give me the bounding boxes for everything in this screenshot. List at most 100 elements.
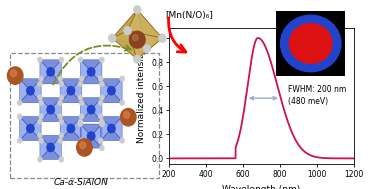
Circle shape <box>98 138 103 143</box>
Polygon shape <box>81 60 91 84</box>
Circle shape <box>67 87 75 95</box>
Polygon shape <box>60 129 82 141</box>
Circle shape <box>79 138 84 143</box>
Polygon shape <box>50 60 61 84</box>
Polygon shape <box>81 110 102 122</box>
Circle shape <box>119 76 125 81</box>
Circle shape <box>37 81 42 87</box>
Circle shape <box>17 138 22 143</box>
Circle shape <box>99 145 104 151</box>
Polygon shape <box>81 98 102 110</box>
Polygon shape <box>40 60 50 84</box>
Polygon shape <box>20 129 41 141</box>
Circle shape <box>37 119 42 125</box>
Circle shape <box>7 67 23 84</box>
Circle shape <box>47 143 55 152</box>
Circle shape <box>58 100 63 106</box>
Circle shape <box>27 87 34 95</box>
Circle shape <box>27 124 34 133</box>
Circle shape <box>289 24 332 63</box>
Circle shape <box>79 114 84 119</box>
Circle shape <box>119 100 125 106</box>
Circle shape <box>47 68 55 76</box>
Circle shape <box>37 157 42 162</box>
Polygon shape <box>112 10 147 49</box>
Circle shape <box>134 5 141 14</box>
Circle shape <box>79 76 84 81</box>
Polygon shape <box>81 72 102 84</box>
Circle shape <box>58 138 63 143</box>
Circle shape <box>280 15 341 72</box>
Polygon shape <box>40 72 61 84</box>
Polygon shape <box>91 98 102 122</box>
Polygon shape <box>112 31 137 59</box>
Circle shape <box>121 108 136 126</box>
Circle shape <box>98 114 103 119</box>
Polygon shape <box>137 10 162 49</box>
Polygon shape <box>60 91 82 103</box>
Circle shape <box>39 114 44 119</box>
Circle shape <box>119 138 125 143</box>
Circle shape <box>98 76 103 81</box>
Circle shape <box>79 100 84 106</box>
Circle shape <box>88 132 95 140</box>
Circle shape <box>119 114 125 119</box>
Polygon shape <box>30 79 41 103</box>
Circle shape <box>58 114 63 119</box>
Circle shape <box>99 81 104 87</box>
Circle shape <box>77 139 92 156</box>
Polygon shape <box>40 135 61 147</box>
Polygon shape <box>20 91 41 103</box>
Circle shape <box>67 124 75 133</box>
Polygon shape <box>71 79 82 103</box>
Circle shape <box>78 121 83 127</box>
Polygon shape <box>60 116 82 129</box>
Polygon shape <box>40 147 61 160</box>
Polygon shape <box>20 79 30 103</box>
Circle shape <box>10 70 17 77</box>
Polygon shape <box>112 10 137 38</box>
Circle shape <box>108 124 115 133</box>
Text: [Mn(N/O)₆]: [Mn(N/O)₆] <box>165 11 213 20</box>
Circle shape <box>59 132 64 138</box>
Circle shape <box>108 34 116 42</box>
Circle shape <box>39 100 44 106</box>
Circle shape <box>37 57 42 63</box>
Circle shape <box>59 57 64 63</box>
Polygon shape <box>91 124 102 148</box>
Circle shape <box>124 112 129 118</box>
Circle shape <box>37 132 42 138</box>
Circle shape <box>98 100 103 106</box>
Circle shape <box>17 76 22 81</box>
Polygon shape <box>111 116 122 141</box>
Polygon shape <box>20 116 30 141</box>
Polygon shape <box>81 136 102 148</box>
Y-axis label: Normalized intensity: Normalized intensity <box>137 49 145 143</box>
Circle shape <box>47 105 55 114</box>
Polygon shape <box>71 116 82 141</box>
Circle shape <box>39 76 44 81</box>
Polygon shape <box>81 60 102 72</box>
Circle shape <box>99 121 104 127</box>
Circle shape <box>99 95 104 100</box>
Polygon shape <box>30 116 41 141</box>
Circle shape <box>17 114 22 119</box>
Bar <box>10 53 159 178</box>
Circle shape <box>78 95 83 100</box>
Circle shape <box>59 81 64 87</box>
Circle shape <box>99 119 104 125</box>
Polygon shape <box>60 79 82 91</box>
Circle shape <box>78 81 83 87</box>
Circle shape <box>88 68 95 76</box>
Polygon shape <box>101 91 122 103</box>
Circle shape <box>78 57 83 63</box>
Circle shape <box>59 95 64 100</box>
Polygon shape <box>128 31 162 59</box>
Polygon shape <box>60 116 71 141</box>
Circle shape <box>80 142 86 149</box>
Polygon shape <box>81 124 102 136</box>
Polygon shape <box>40 135 50 160</box>
Polygon shape <box>40 110 61 122</box>
Polygon shape <box>101 79 111 103</box>
Circle shape <box>17 100 22 106</box>
